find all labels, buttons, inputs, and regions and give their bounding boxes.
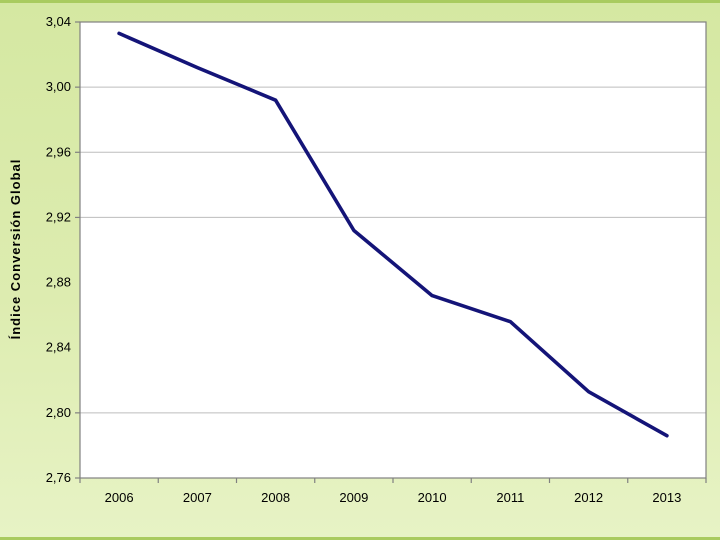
y-tick-label: 2,80	[46, 405, 71, 420]
x-tick-label: 2013	[652, 490, 681, 505]
x-tick-label: 2009	[339, 490, 368, 505]
y-axis-title: Índice Conversión Global	[8, 158, 23, 340]
y-tick-label: 2,92	[46, 209, 71, 224]
x-tick-label: 2012	[574, 490, 603, 505]
y-tick-label: 2,76	[46, 470, 71, 485]
y-tick-label: 2,88	[46, 275, 71, 290]
x-tick-label: 2011	[496, 490, 524, 505]
y-tick-label: 2,96	[46, 144, 71, 159]
plot-area	[80, 22, 706, 478]
data-line-Índice Conversión Global	[117, 31, 669, 438]
x-tick-label: 2008	[261, 490, 290, 505]
y-tick-label: 3,04	[46, 14, 71, 29]
x-tick-label: 2006	[105, 490, 134, 505]
y-tick-label: 2,84	[46, 340, 71, 355]
x-tick-label: 2007	[183, 490, 212, 505]
y-tick-label: 3,00	[46, 79, 71, 94]
x-tick-label: 2010	[418, 490, 447, 505]
